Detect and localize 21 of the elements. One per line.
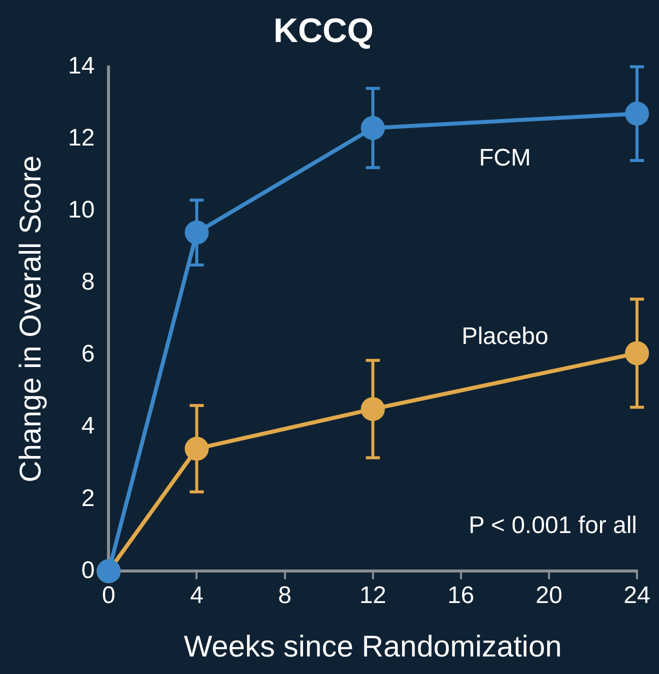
annotation: P < 0.001 for all [468, 512, 637, 539]
x-tick-label: 12 [359, 582, 386, 610]
y-tick-label: 6 [81, 340, 95, 368]
y-tick-label: 0 [81, 556, 95, 584]
y-tick-label: 2 [81, 484, 95, 512]
y-tick-label: 10 [68, 196, 95, 224]
y-tick-label: 14 [68, 52, 95, 80]
chart-title: KCCQ [273, 12, 374, 50]
y-tick-label: 12 [68, 124, 95, 152]
y-tick-label: 8 [81, 268, 95, 296]
x-tick-label: 20 [536, 582, 562, 610]
x-tick-label: 8 [278, 582, 292, 610]
x-tick-label: 24 [624, 582, 650, 610]
x-tick-label: 4 [190, 582, 204, 610]
series-label: Placebo [462, 322, 548, 350]
x-tick-label: 16 [448, 582, 474, 610]
y-axis-title: Change in Overall Score [14, 156, 48, 482]
series-label: FCM [478, 144, 531, 172]
y-tick-label: 4 [81, 412, 95, 440]
x-axis-title: Weeks since Randomization [184, 630, 562, 664]
x-tick-label: 0 [102, 582, 116, 610]
